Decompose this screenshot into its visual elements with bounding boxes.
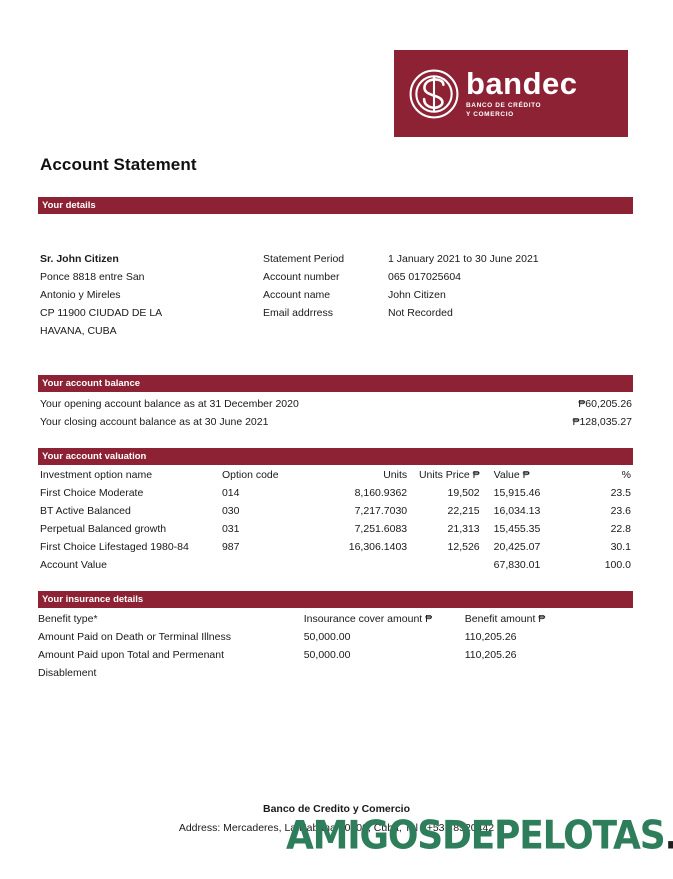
opening-balance-amount: ₱60,205.26: [578, 398, 632, 410]
value-account-number: 065 017025604: [388, 271, 461, 283]
cell-total-price: [409, 556, 481, 574]
cell-value: 16,034.13: [493, 505, 541, 517]
closing-balance-label: Your closing account balance as at 30 Ju…: [40, 416, 269, 428]
cell-units: 7,251.6083: [354, 523, 408, 535]
cell-benefit-amount: 110,205.26: [464, 631, 517, 643]
cell-pct: 30.1: [610, 541, 631, 553]
cell-value: 15,455.35: [493, 523, 541, 535]
col-percent: %: [621, 469, 631, 481]
cell-code: 031: [221, 523, 240, 535]
col-benefit-amount: Benefit amount ₱: [464, 613, 546, 625]
cell-pct: 23.6: [610, 505, 631, 517]
table-row: First Choice Lifestaged 1980-84 987 16,3…: [38, 538, 633, 556]
table-row: Amount Paid on Death or Terminal Illness…: [38, 628, 633, 646]
cell-name: First Choice Moderate: [40, 487, 144, 499]
cell-pct: 23.5: [610, 487, 631, 499]
label-account-number: Account number: [263, 271, 340, 283]
customer-address-line4: HAVANA, CUBA: [40, 325, 117, 337]
col-option-code: Option code: [221, 469, 279, 481]
cell-price: 19,502: [447, 487, 480, 499]
customer-name: Sr. John Citizen: [40, 253, 119, 265]
customer-address-line1: Ponce 8818 entre San: [40, 271, 145, 283]
table-row: BT Active Balanced 030 7,217.7030 22,215…: [38, 502, 633, 520]
cell-cover-amount: [304, 664, 465, 682]
watermark-main-text: AMIGOSDEPELOTAS: [286, 813, 666, 859]
table-row: Perpetual Balanced growth 031 7,251.6083…: [38, 520, 633, 538]
insurance-table: Benefit type* Insourance cover amount ₱ …: [38, 610, 633, 682]
cell-total-units: [309, 556, 410, 574]
cell-total-code: [222, 556, 309, 574]
cell-code: 030: [221, 505, 240, 517]
table-row: Amount Paid upon Total and Permenant 50,…: [38, 646, 633, 664]
col-units: Units: [383, 469, 408, 481]
closing-balance-amount: ₱128,035.27: [572, 416, 632, 428]
logo-tagline-line1: BANCO DE CRÉDITO: [466, 101, 542, 109]
page-title: Account Statement: [40, 155, 197, 174]
value-account-name: John Citizen: [388, 289, 446, 301]
cell-units: 16,306.1403: [348, 541, 408, 553]
col-units-price: Units Price ₱: [418, 469, 480, 481]
section-header-account-balance: Your account balance: [38, 375, 633, 392]
logo-tagline-line2: Y COMERCIO: [466, 110, 514, 118]
customer-address-line3: CP 11900 CIUDAD DE LA: [40, 307, 163, 319]
cell-value: 20,425.07: [493, 541, 541, 553]
table-row-total: Account Value 67,830.01 100.0: [38, 556, 633, 574]
cell-benefit-type: Amount Paid upon Total and Permenant: [38, 649, 225, 661]
col-cover-amount: Insourance cover amount ₱: [303, 613, 433, 625]
bandec-logo-block: bandec BANCO DE CRÉDITO Y COMERCIO: [394, 50, 628, 137]
section-header-your-details: Your details: [38, 197, 633, 214]
cell-price: 12,526: [447, 541, 480, 553]
cell-benefit-type: Disablement: [38, 667, 97, 679]
logo-wordmark: bandec: [466, 65, 578, 101]
cell-price: 22,215: [447, 505, 480, 517]
cell-name: BT Active Balanced: [40, 505, 131, 517]
label-statement-period: Statement Period: [263, 253, 345, 265]
footer-bank-name: Banco de Credito y Comercio: [262, 803, 411, 815]
cell-pct: 22.8: [610, 523, 631, 535]
cell-total-value: 67,830.01: [493, 559, 541, 571]
col-benefit-type: Benefit type*: [38, 613, 98, 625]
label-email-address: Email addrress: [263, 307, 334, 319]
cell-name: Perpetual Balanced growth: [40, 523, 167, 535]
opening-balance-label: Your opening account balance as at 31 De…: [40, 398, 299, 410]
cell-units: 7,217.7030: [354, 505, 408, 517]
cell-price: 21,313: [447, 523, 480, 535]
cell-total-pct: 100.0: [604, 559, 631, 571]
value-statement-period: 1 January 2021 to 30 June 2021: [388, 253, 539, 265]
watermark: AMIGOSDEPELOTAS.COM: [286, 813, 673, 859]
section-header-account-valuation: Your account valuation: [38, 448, 633, 465]
cell-cover-amount: 50,000.00: [303, 631, 351, 643]
cell-code: 987: [221, 541, 240, 553]
cell-name: First Choice Lifestaged 1980-84: [40, 541, 189, 553]
footer-address: Address: Mercaderes, La Habana 10400, Cu…: [178, 822, 495, 834]
valuation-table-header-row: Investment option name Option code Units…: [38, 466, 633, 484]
cell-benefit-amount: 110,205.26: [464, 649, 517, 661]
col-value: Value ₱: [493, 469, 530, 481]
label-account-name: Account name: [263, 289, 331, 301]
cell-units: 8,160.9362: [354, 487, 408, 499]
cell-code: 014: [221, 487, 240, 499]
section-header-insurance-details: Your insurance details: [38, 591, 633, 608]
cell-total-label: Account Value: [40, 559, 107, 571]
bandec-circle-s-logo-icon: [409, 69, 459, 118]
cell-benefit-amount: [465, 664, 633, 682]
col-investment-option-name: Investment option name: [40, 469, 153, 481]
value-email-address: Not Recorded: [388, 307, 453, 319]
insurance-table-header-row: Benefit type* Insourance cover amount ₱ …: [38, 610, 633, 628]
cell-benefit-type: Amount Paid on Death or Terminal Illness: [38, 631, 231, 643]
cell-cover-amount: 50,000.00: [303, 649, 351, 661]
customer-address-line2: Antonio y Mireles: [40, 289, 121, 301]
table-row: First Choice Moderate 014 8,160.9362 19,…: [38, 484, 633, 502]
valuation-table: Investment option name Option code Units…: [38, 466, 633, 574]
table-row: Disablement: [38, 664, 633, 682]
cell-value: 15,915.46: [493, 487, 541, 499]
watermark-suffix-text: .COM: [664, 814, 673, 858]
